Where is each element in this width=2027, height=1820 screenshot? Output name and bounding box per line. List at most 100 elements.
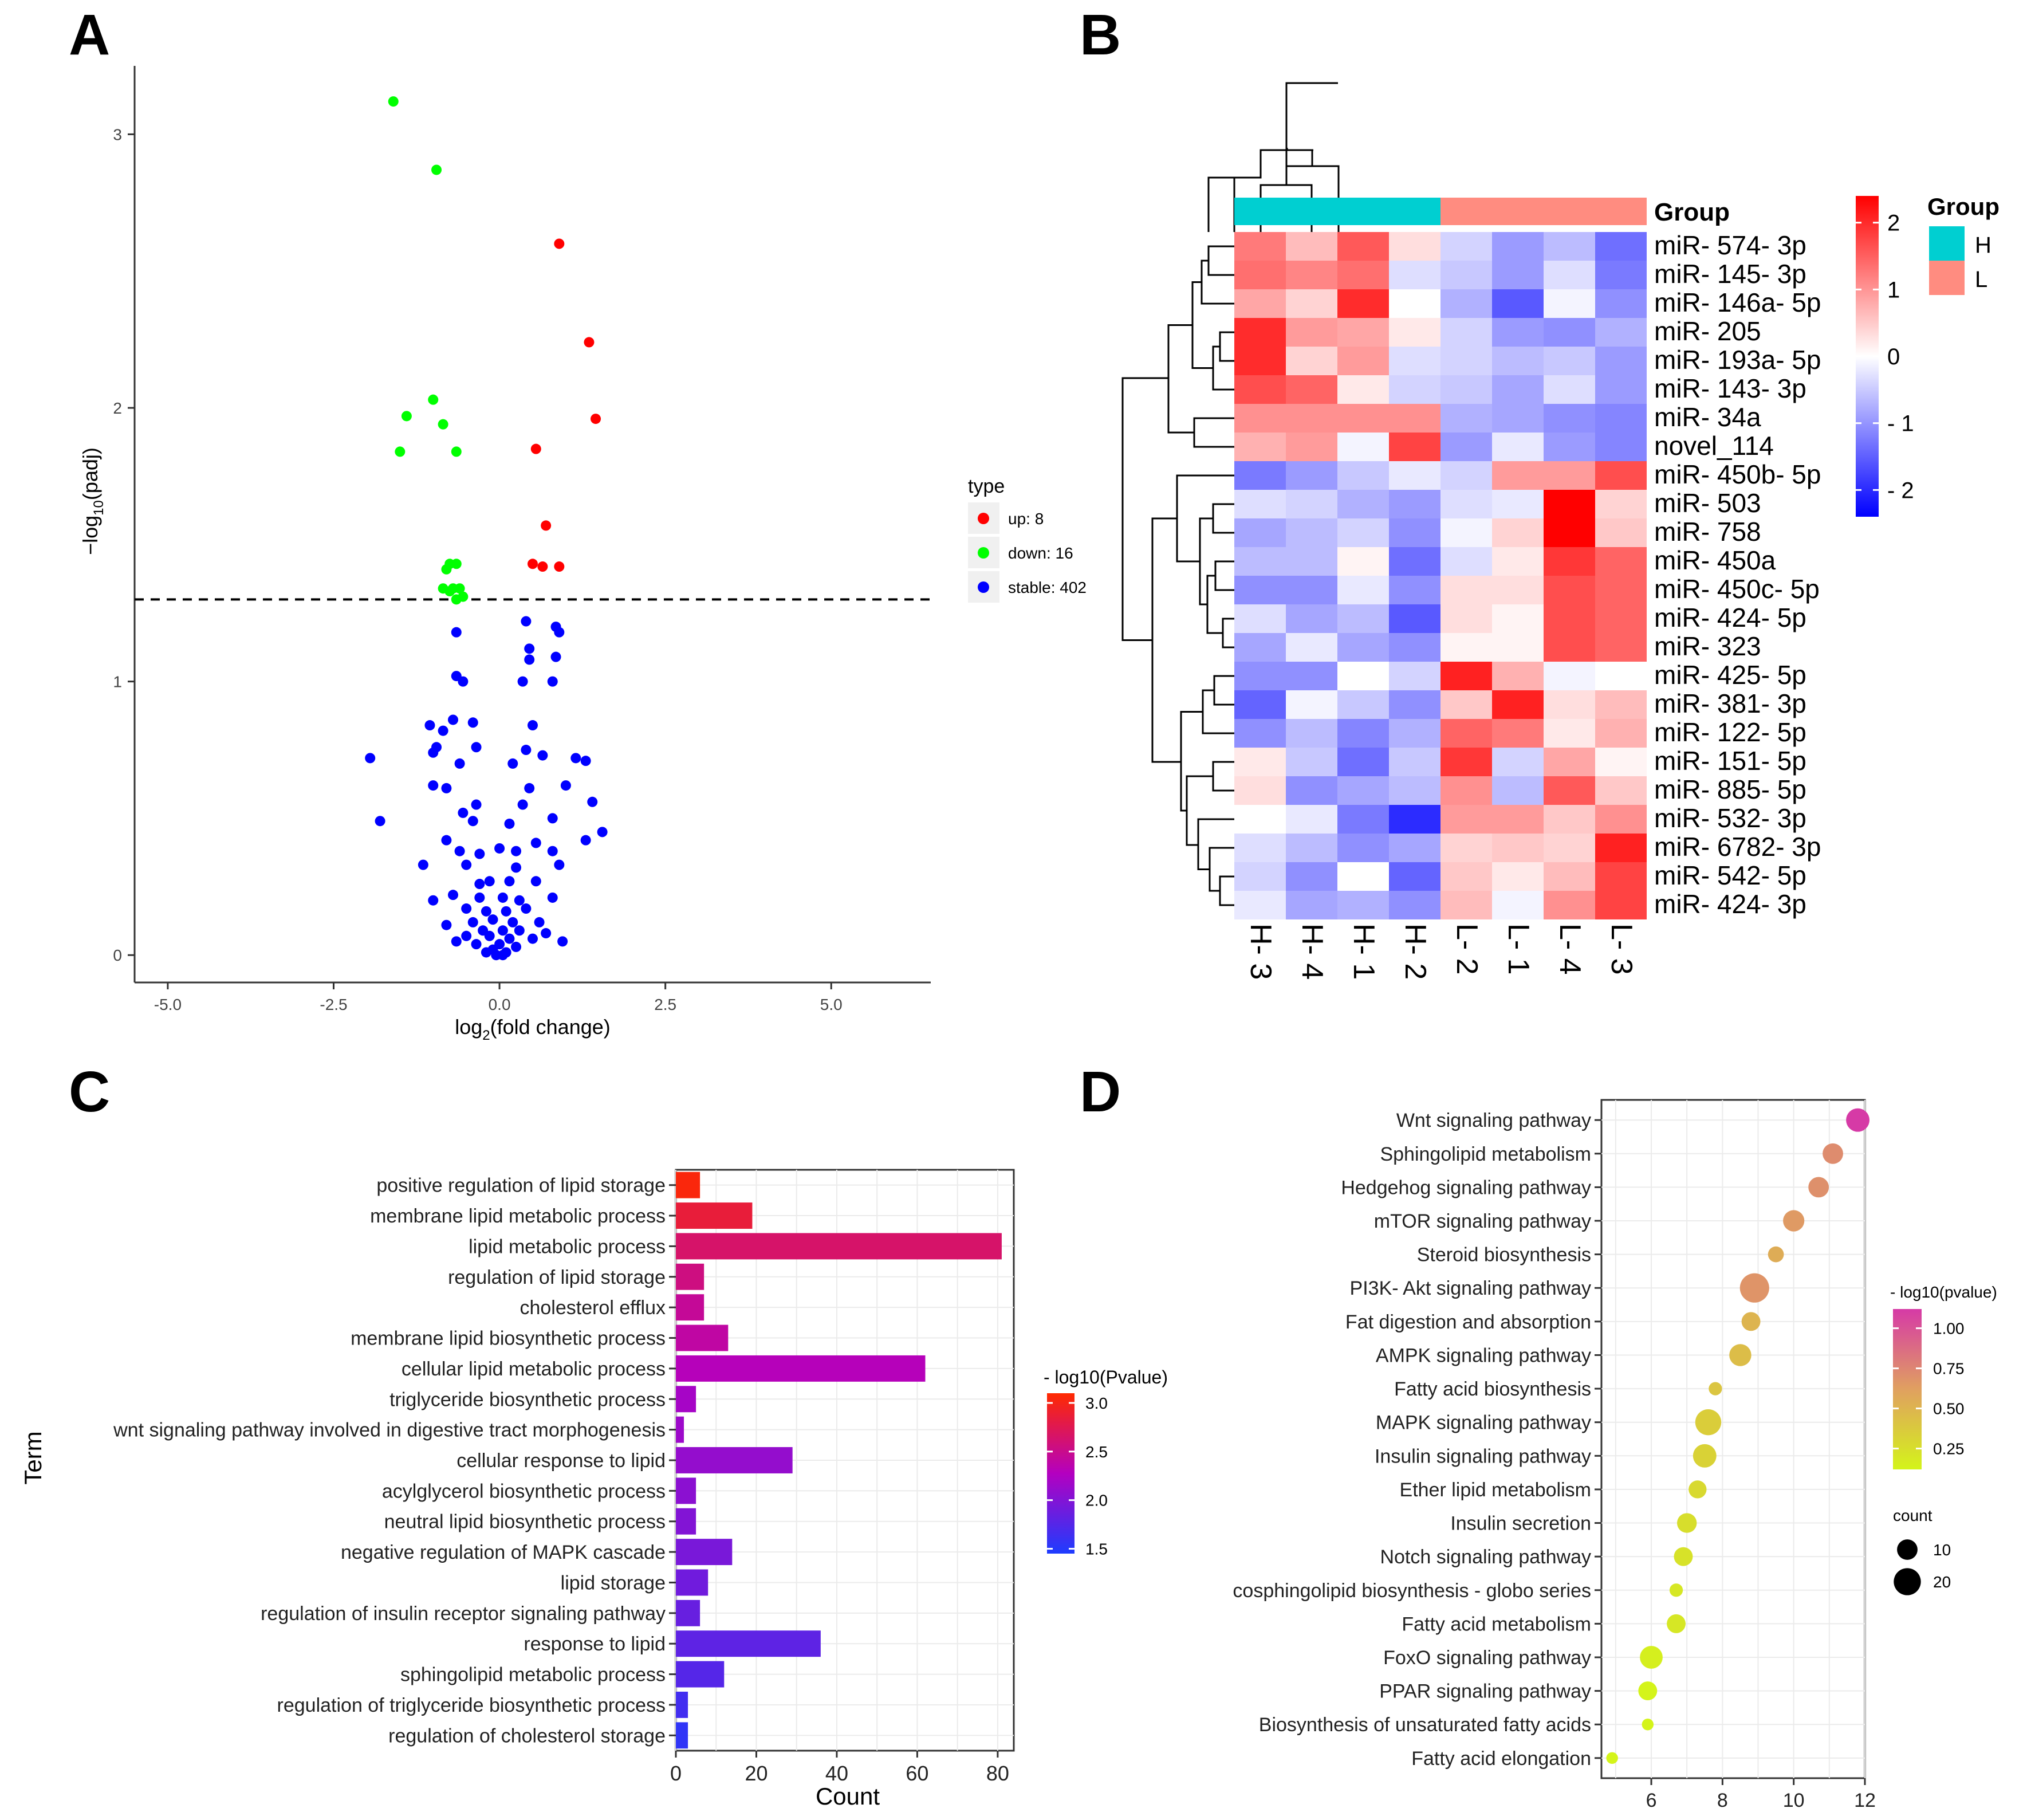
- volcano-x-tick-label: -2.5: [320, 996, 347, 1013]
- heatmap-cell: [1389, 461, 1440, 490]
- heatmap-row-label: miR- 425- 5p: [1654, 660, 1806, 690]
- heatmap-group-legend-title: Group: [1927, 193, 2000, 220]
- bubble-point: [1638, 1681, 1658, 1701]
- heatmap-cell: [1389, 690, 1440, 719]
- volcano-point-stable: [467, 717, 478, 728]
- heatmap-cell: [1337, 404, 1389, 433]
- heatmap-cell: [1234, 690, 1286, 719]
- volcano-x-tick-label: 0.0: [489, 996, 511, 1013]
- heatmap-cell: [1492, 232, 1544, 261]
- bubble-point: [1676, 1513, 1697, 1533]
- volcano-point-stable: [550, 651, 561, 662]
- heatmap-cell: [1492, 891, 1544, 919]
- volcano-point-stable: [454, 846, 465, 856]
- volcano-point-stable: [511, 846, 522, 856]
- volcano-point-down: [401, 411, 412, 422]
- heatmap-cell: [1234, 490, 1286, 518]
- volcano-point-up: [528, 559, 538, 569]
- heatmap-row-label: miR- 6782- 3p: [1654, 832, 1821, 862]
- heatmap-cell: [1234, 433, 1286, 461]
- volcano-point-stable: [428, 780, 439, 791]
- bubble-x-tick-label: 10: [1783, 1790, 1805, 1811]
- volcano-point-stable: [471, 742, 482, 753]
- bar-chart-bar: [676, 1508, 696, 1535]
- volcano-point-up: [530, 443, 541, 454]
- bar-chart-term-label: lipid metabolic process: [469, 1236, 666, 1257]
- heatmap-cell: [1286, 404, 1337, 433]
- volcano-point-stable: [461, 930, 472, 941]
- heatmap-cell: [1337, 318, 1389, 347]
- volcano-y-tick-label: 0: [113, 946, 122, 964]
- heatmap-cell: [1595, 518, 1647, 547]
- heatmap-group-row-label: Group: [1654, 198, 1730, 226]
- bubble-pathway-label: Fatty acid metabolism: [1402, 1613, 1591, 1635]
- heatmap-cell: [1286, 232, 1337, 261]
- heatmap-cell: [1286, 347, 1337, 375]
- heatmap-cell: [1440, 862, 1492, 891]
- heatmap-cell: [1595, 690, 1647, 719]
- heatmap-cell: [1234, 318, 1286, 347]
- bubble-pathway-label: mTOR signaling pathway: [1374, 1210, 1591, 1232]
- volcano-point-stable: [511, 862, 522, 873]
- volcano-point-stable: [528, 933, 538, 944]
- heatmap-cell: [1286, 375, 1337, 404]
- volcano-point-down: [395, 446, 406, 457]
- volcano-point-stable: [524, 783, 535, 793]
- heatmap-cell: [1234, 748, 1286, 776]
- bar-chart-term-label: triglyceride biosynthetic process: [389, 1389, 666, 1410]
- volcano-point-stable: [524, 654, 535, 665]
- bubble-pathway-label: Insulin signaling pathway: [1375, 1445, 1591, 1467]
- heatmap-cell: [1389, 261, 1440, 289]
- volcano-point-stable: [587, 796, 598, 807]
- heatmap-cell: [1337, 891, 1389, 919]
- volcano-legend-label: down: 16: [1008, 544, 1073, 562]
- volcano-point-down: [388, 96, 399, 107]
- volcano-plot: -5.0 -2.5 0.0 2.5 5.0 0 1 2 3 log2(fold change)…: [78, 66, 1087, 1043]
- volcano-y-tick-label: 2: [113, 399, 122, 417]
- heatmap-cell: [1389, 604, 1440, 633]
- heatmap-dendrogram-branch: [1219, 331, 1234, 362]
- bubble-point: [1808, 1177, 1829, 1198]
- heatmap-cell: [1440, 719, 1492, 748]
- volcano-point-stable: [547, 892, 558, 903]
- bar-chart-term-label: cholesterol efflux: [519, 1297, 666, 1319]
- bar-chart-term-label: membrane lipid metabolic process: [370, 1205, 666, 1227]
- bar-chart-bar: [676, 1722, 688, 1749]
- heatmap-group-cell-L: [1440, 198, 1492, 225]
- volcano-x-tick-label: 5.0: [820, 996, 843, 1013]
- heatmap-cell: [1544, 404, 1595, 433]
- heatmap-row-label: novel_114: [1654, 431, 1774, 461]
- volcano-legend: type up: 8 down: 16 stable: 402: [968, 475, 1087, 603]
- heatmap-cell: [1595, 834, 1647, 862]
- bar-chart-colorbar-title: - log10(Pvalue): [1044, 1367, 1168, 1387]
- heatmap-cell: [1492, 604, 1544, 633]
- volcano-point-stable: [537, 750, 548, 761]
- bar-chart-bar: [676, 1324, 729, 1351]
- heatmap-cell: [1595, 232, 1647, 261]
- bubble-size-legend-label: 20: [1933, 1573, 1951, 1591]
- bar-chart-term-label: cellular response to lipid: [456, 1450, 666, 1472]
- heatmap-cell: [1389, 518, 1440, 547]
- bubble-point: [1846, 1108, 1870, 1132]
- bubble-point: [1667, 1614, 1686, 1633]
- bar-chart-term-label: regulation of lipid storage: [448, 1267, 666, 1288]
- heatmap-cell: [1440, 433, 1492, 461]
- volcano-point-stable: [557, 936, 568, 947]
- volcano-point-down: [441, 564, 452, 575]
- heatmap-cell: [1544, 805, 1595, 834]
- heatmap-group-cell-L: [1544, 198, 1595, 225]
- heatmap-row-label: miR- 323: [1654, 631, 1761, 661]
- heatmap-dendrogram-branch: [1222, 618, 1234, 648]
- heatmap-cell: [1595, 662, 1647, 690]
- volcano-point-stable: [458, 676, 469, 687]
- volcano-legend-swatch: [978, 513, 989, 524]
- volcano-point-stable: [521, 903, 532, 914]
- heatmap-cell: [1286, 633, 1337, 662]
- volcano-point-stable: [461, 859, 472, 870]
- go-term-bar-chart: positive regulation of lipid storage memb…: [19, 1169, 1168, 1810]
- bubble-pathway-label: Fat digestion and absorption: [1345, 1311, 1591, 1333]
- volcano-point-stable: [481, 906, 491, 917]
- volcano-point-stable: [458, 807, 469, 818]
- heatmap-dendrogram-branch: [1213, 675, 1234, 706]
- bubble-pathway-label: AMPK signaling pathway: [1376, 1345, 1591, 1366]
